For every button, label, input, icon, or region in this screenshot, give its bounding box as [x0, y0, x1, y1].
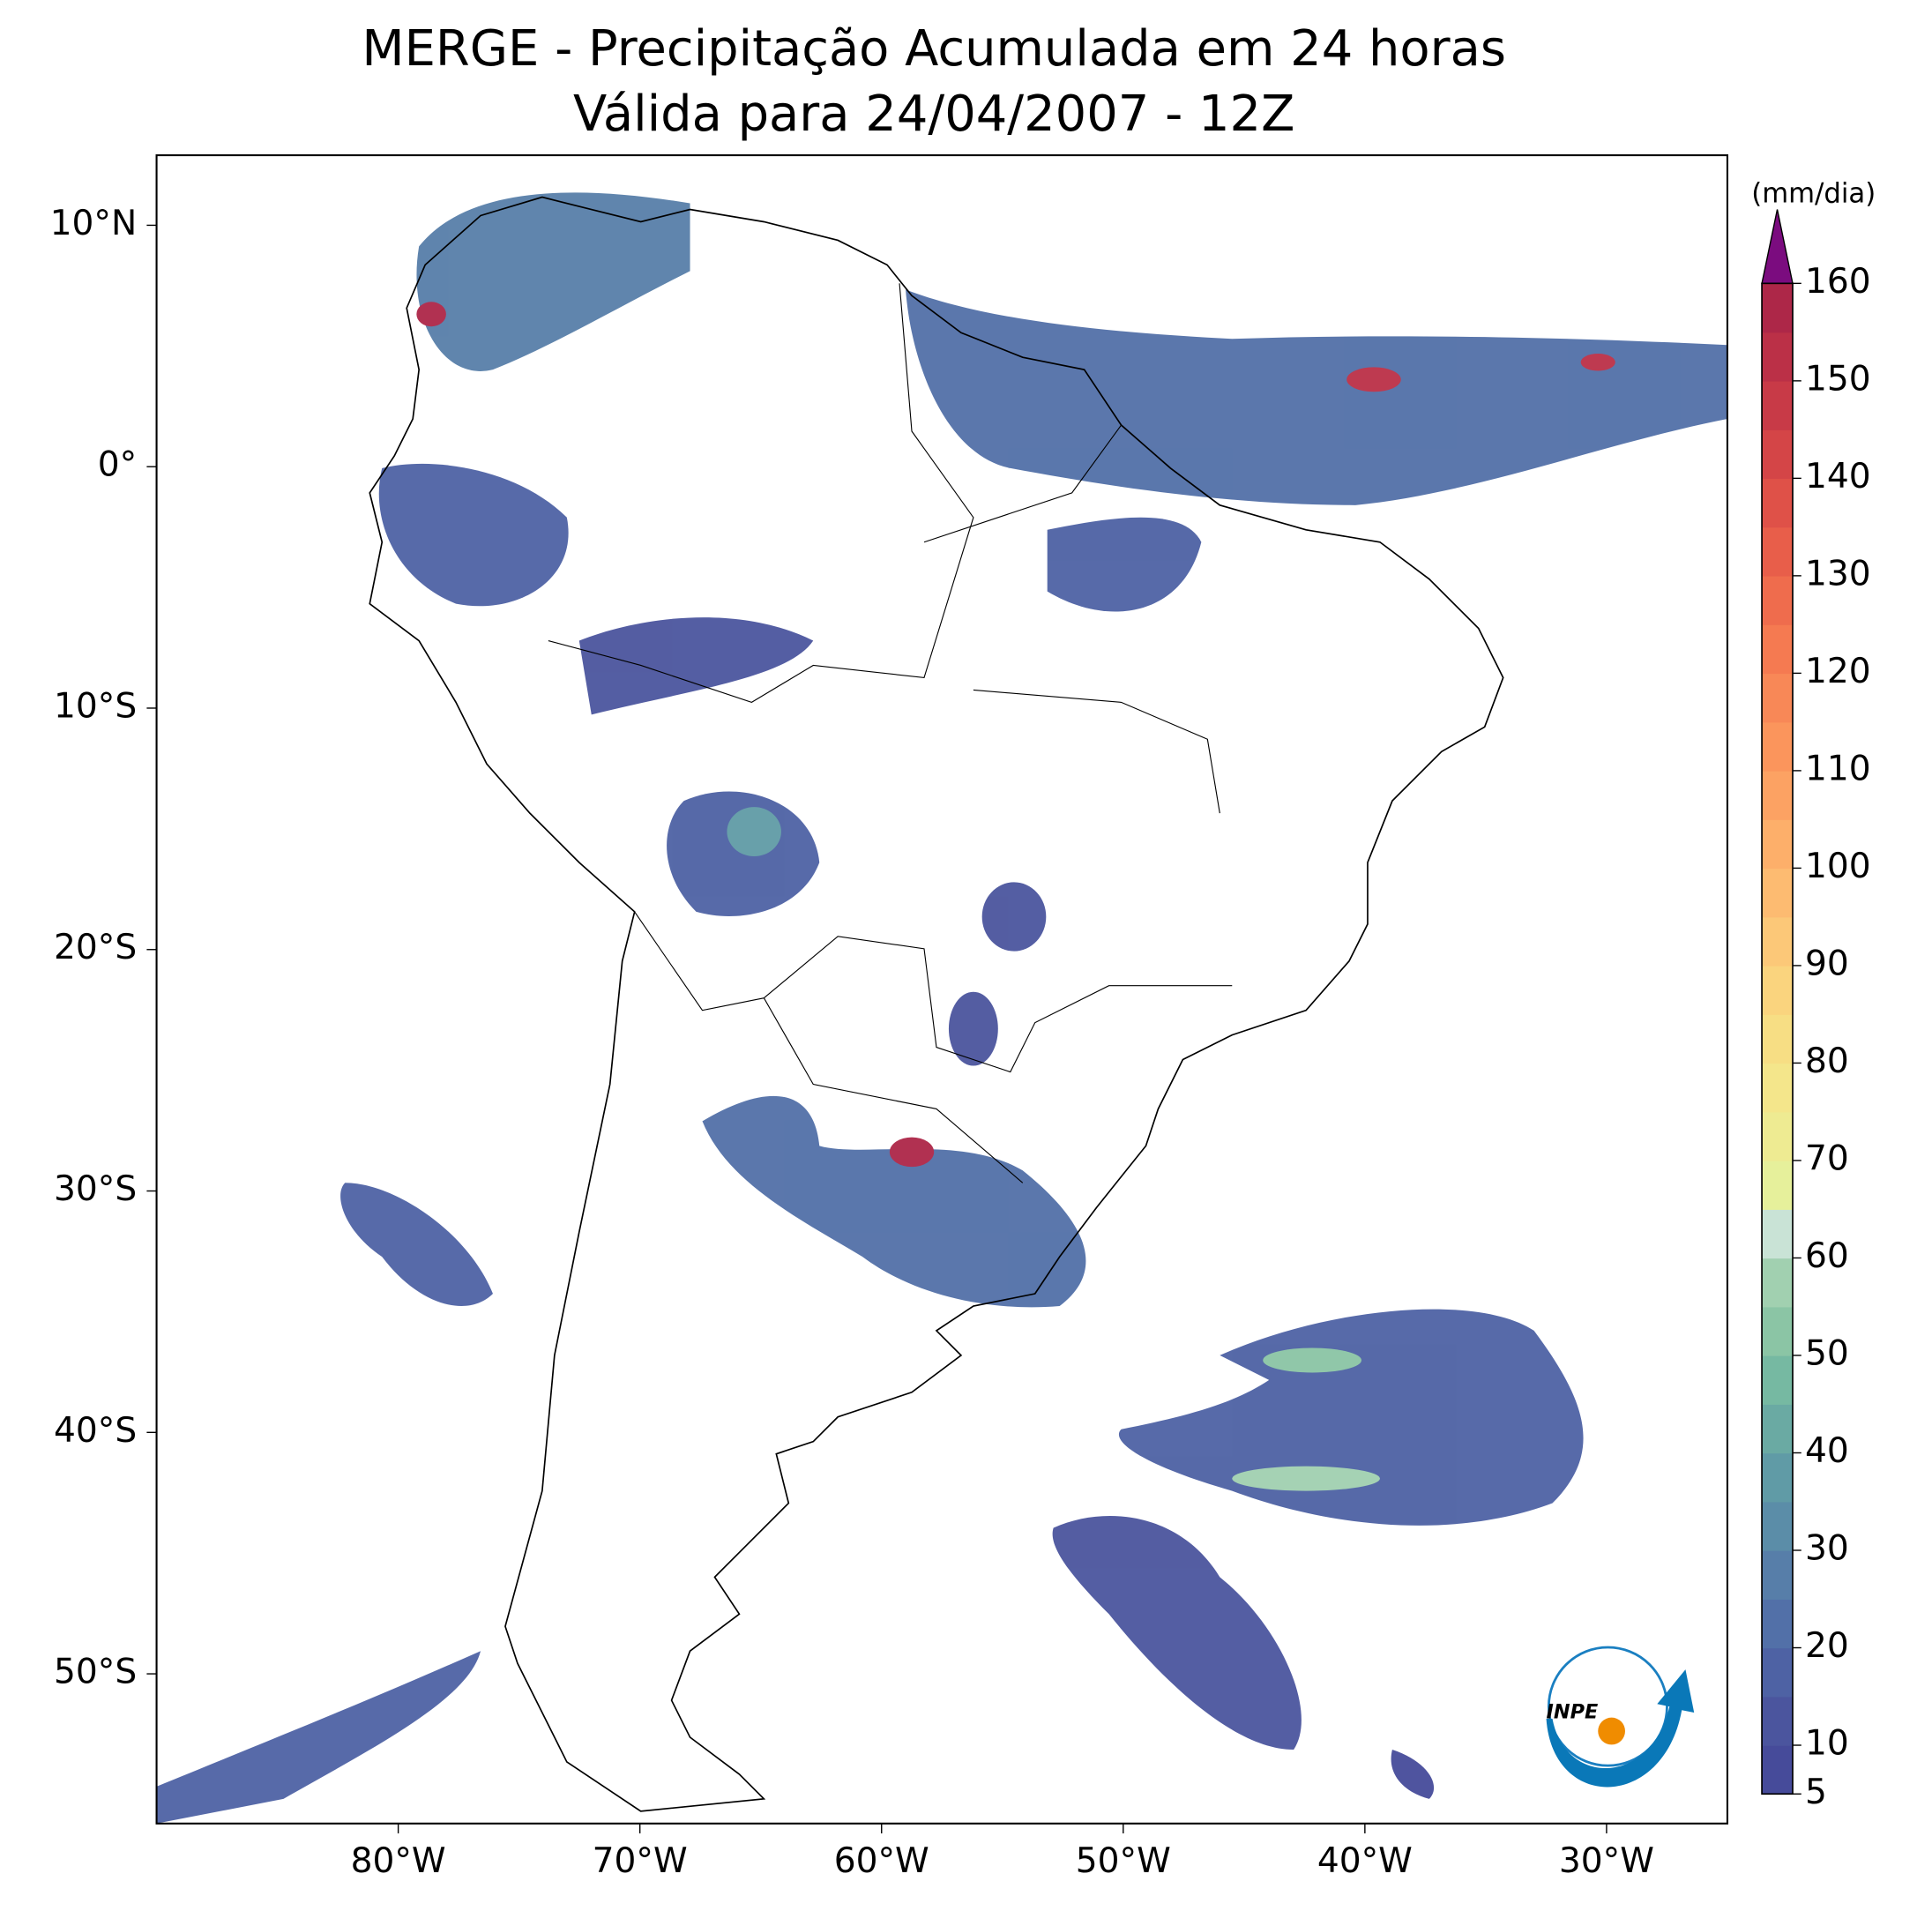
colorbar-tick-label: 120: [1805, 652, 1871, 691]
colorbar-band: [1762, 1452, 1793, 1503]
colorbar-band: [1762, 721, 1793, 772]
borders: [548, 283, 1233, 1183]
colorbar-tick-label: 90: [1805, 944, 1849, 983]
colorbar-tick-label: 10: [1805, 1724, 1849, 1764]
precip-area: [340, 1183, 493, 1306]
colorbar-band: [1762, 429, 1793, 480]
y-tick-label: 40°S: [54, 1411, 137, 1451]
colorbar-tick-label: 160: [1805, 262, 1871, 302]
coastline: [369, 196, 1504, 1812]
map-title: MERGE - Precipitação Acumulada em 24 hor…: [362, 20, 1506, 78]
y-tick-label: 10°S: [54, 686, 137, 726]
precip-area: [416, 192, 690, 371]
colorbar-band: [1762, 916, 1793, 967]
logo-arrow: [1546, 1669, 1695, 1788]
precip-area: [1047, 517, 1202, 612]
precip-area: [1118, 1309, 1584, 1526]
precip-area: [948, 991, 998, 1066]
colorbar-tick-label: 130: [1805, 554, 1871, 593]
colorbar-band: [1762, 575, 1793, 625]
precip-core: [416, 302, 446, 327]
y-tick-label: 0°: [98, 445, 137, 485]
precip-area: [1052, 1515, 1302, 1750]
colorbar-tick-label: 20: [1805, 1626, 1849, 1666]
logo-text: INPE: [1547, 1701, 1599, 1724]
colorbar-extend: [1761, 209, 1794, 285]
colorbar-band: [1762, 868, 1793, 918]
precip-area: [156, 1651, 481, 1824]
colorbar-band: [1762, 1258, 1793, 1308]
x-tick-label: 50°W: [1076, 1841, 1171, 1881]
colorbar-frame: [1761, 282, 1794, 1795]
y-tick-label: 30°S: [54, 1169, 137, 1209]
logo-ring: [1547, 1646, 1668, 1767]
x-tick-label: 40°W: [1317, 1841, 1413, 1881]
colorbar-band: [1762, 1501, 1793, 1551]
x-tick-label: 60°W: [834, 1841, 929, 1881]
colorbar-band: [1762, 283, 1793, 333]
inpe-logo: INPE: [1546, 1646, 1695, 1788]
colorbar-band: [1762, 1160, 1793, 1210]
colorbar-band: [1762, 1599, 1793, 1649]
colorbar-band: [1762, 1014, 1793, 1064]
colorbar-band: [1762, 1209, 1793, 1259]
colorbar-band: [1762, 1111, 1793, 1161]
colorbar-band: [1762, 1306, 1793, 1356]
precip-core: [1263, 1347, 1361, 1373]
colorbar-band: [1762, 478, 1793, 528]
precip-area: [702, 1095, 1086, 1308]
x-tick-label: 30°W: [1559, 1841, 1654, 1881]
colorbar-band: [1762, 673, 1793, 723]
colorbar-label: (mm/dia): [1751, 177, 1876, 209]
logo-dot: [1598, 1717, 1625, 1745]
colorbar-band: [1762, 819, 1793, 870]
colorbar-tick-label: 60: [1805, 1236, 1849, 1276]
colorbar-tick-label: 140: [1805, 457, 1871, 496]
colorbar-band: [1762, 1063, 1793, 1113]
colorbar-band: [1762, 332, 1793, 382]
colorbar-tick-label: 100: [1805, 847, 1871, 886]
precip-area: [578, 617, 814, 715]
colorbar-band: [1762, 1355, 1793, 1405]
y-tick-label: 10°N: [50, 204, 138, 243]
colorbar-band: [1762, 1549, 1793, 1600]
colorbar-band: [1762, 965, 1793, 1015]
colorbar-tick-label: 110: [1805, 749, 1871, 788]
colorbar-tick-label: 5: [1805, 1773, 1827, 1812]
precip-area: [906, 289, 1727, 505]
colorbar-band: [1762, 380, 1793, 430]
precip-core: [1346, 367, 1401, 392]
colorbar-tick-label: 80: [1805, 1041, 1849, 1081]
colorbar-band: [1762, 1404, 1793, 1454]
precip-area: [378, 463, 569, 607]
map-subtitle: Válida para 24/04/2007 - 12Z: [573, 86, 1294, 143]
precip-core: [889, 1137, 935, 1168]
precip-area: [981, 882, 1047, 952]
colorbar-tick-label: 50: [1805, 1333, 1849, 1373]
precip-core: [727, 807, 781, 857]
precip-core: [1232, 1466, 1380, 1491]
colorbar-tick-label: 150: [1805, 359, 1871, 399]
colorbar-tick-label: 40: [1805, 1431, 1849, 1471]
map-frame: [155, 153, 1728, 1825]
precipitation-field: [156, 192, 1727, 1824]
precip-core: [1580, 353, 1615, 371]
y-tick-label: 20°S: [54, 928, 137, 967]
colorbar-band: [1762, 624, 1793, 675]
y-tick-label: 50°S: [54, 1653, 137, 1692]
x-tick-label: 80°W: [351, 1841, 446, 1881]
colorbar-band: [1762, 1696, 1793, 1746]
colorbar-tick-label: 70: [1805, 1138, 1849, 1178]
colorbar-tick-label: 30: [1805, 1528, 1849, 1568]
colorbar-band: [1762, 1745, 1793, 1795]
precip-area: [1391, 1749, 1435, 1799]
colorbar-band: [1762, 1647, 1793, 1698]
colorbar-band: [1762, 770, 1793, 820]
colorbar-band: [1762, 526, 1793, 577]
x-tick-label: 70°W: [593, 1841, 688, 1881]
